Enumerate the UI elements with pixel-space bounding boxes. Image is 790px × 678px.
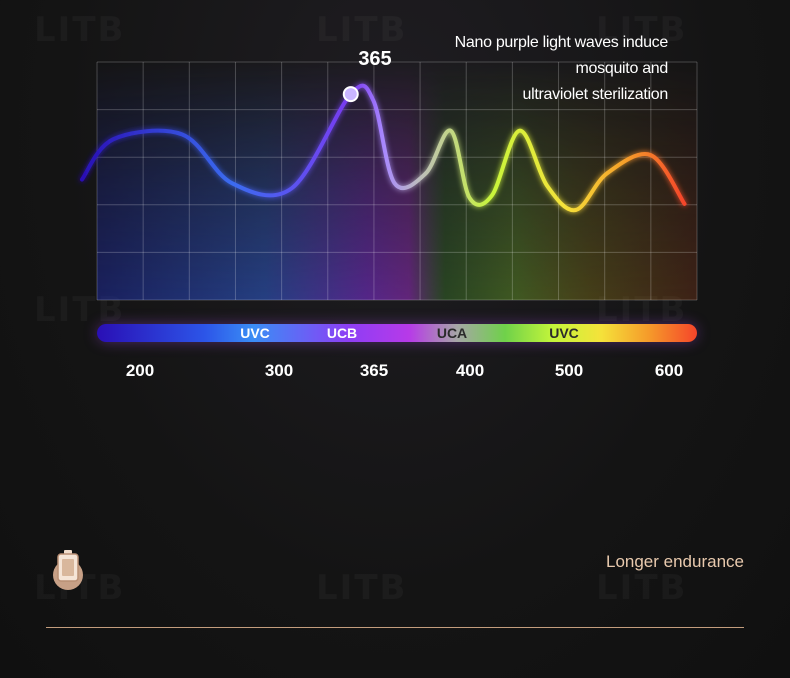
description-line: Nano purple light waves induce bbox=[454, 34, 669, 51]
peak-label: 365 bbox=[358, 48, 392, 70]
band-label: UVC bbox=[240, 325, 270, 341]
x-tick-label: 600 bbox=[654, 361, 684, 380]
x-tick-label: 400 bbox=[455, 361, 485, 380]
description-line: mosquito and bbox=[575, 60, 669, 77]
x-tick-label: 300 bbox=[264, 361, 294, 380]
peak-marker bbox=[342, 86, 359, 103]
band-label: UVC bbox=[549, 325, 579, 341]
battery-icon bbox=[57, 550, 79, 582]
x-tick-label: 365 bbox=[359, 361, 389, 380]
spectrum-chart bbox=[80, 60, 698, 301]
divider bbox=[46, 627, 744, 628]
chart-color-fill bbox=[97, 60, 697, 300]
band-label: UCB bbox=[326, 325, 358, 341]
watermark: LITB bbox=[316, 568, 407, 608]
description-line: ultraviolet sterilization bbox=[522, 86, 669, 103]
x-tick-label: 500 bbox=[554, 361, 584, 380]
spectrum-curve bbox=[80, 83, 687, 213]
feature-text: Longer endurance bbox=[605, 552, 744, 571]
watermark: LITB bbox=[596, 568, 687, 608]
spectrum-bar bbox=[97, 324, 697, 342]
x-tick-label: 200 bbox=[125, 361, 155, 380]
band-label: UCA bbox=[436, 325, 468, 341]
description-text: Nano purple light waves induce mosquito … bbox=[368, 30, 669, 108]
